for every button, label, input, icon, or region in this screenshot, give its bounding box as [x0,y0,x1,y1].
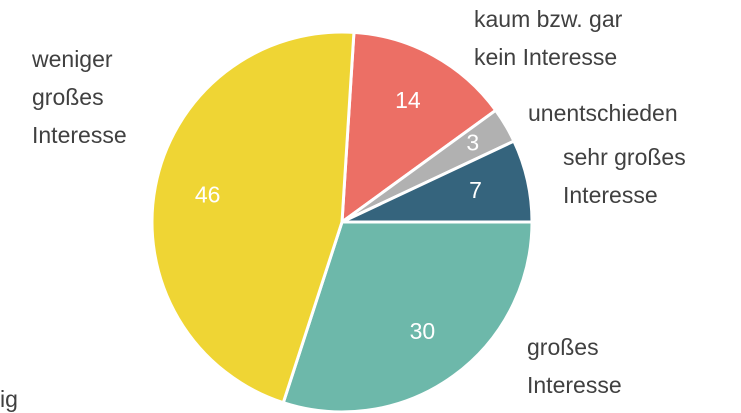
category-label: unentschieden [528,100,678,126]
category-label: großes Interesse [527,334,622,398]
annotation: ig [0,386,18,412]
data-label: 30 [410,318,436,344]
pie-slice [150,30,356,405]
data-label: 3 [466,130,479,156]
category-label: weniger großes Interesse [32,46,127,148]
pie-slice [281,220,534,413]
category-label: sehr großes Interesse [563,144,686,208]
data-label: 46 [195,181,221,207]
category-label: kaum bzw. gar kein Interesse [474,6,623,70]
pie-slice [340,30,498,226]
data-label: 14 [395,87,421,113]
data-label: 7 [469,177,482,203]
